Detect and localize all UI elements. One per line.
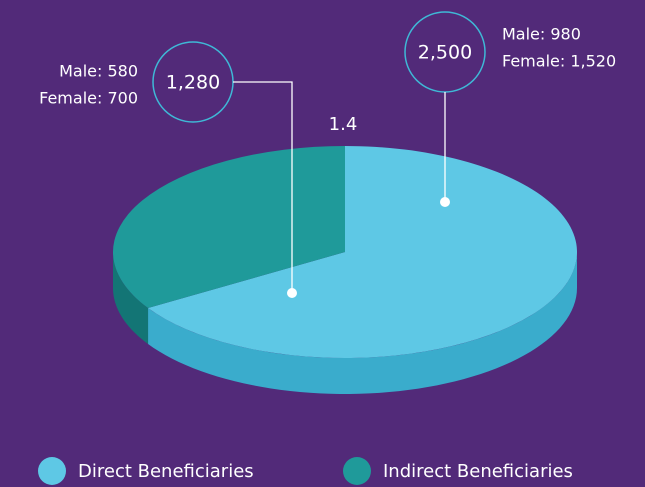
callout-dot bbox=[440, 197, 450, 207]
breakdown-label: Male: 580 bbox=[59, 62, 138, 81]
breakdown-label: Female: 700 bbox=[39, 89, 138, 108]
breakdown-label: Female: 1,520 bbox=[502, 52, 616, 71]
callout-dot bbox=[287, 288, 297, 298]
legend-label: Direct Beneficiaries bbox=[78, 461, 254, 482]
slice-side bbox=[148, 252, 577, 394]
value-label: 2,500 bbox=[418, 42, 472, 64]
legend-label: Indirect Beneficiaries bbox=[383, 461, 573, 482]
value-label: 1,280 bbox=[166, 72, 220, 94]
slice bbox=[148, 146, 578, 358]
annotation: 1.4 bbox=[329, 114, 358, 135]
slice-side bbox=[113, 252, 149, 345]
legend-swatch bbox=[343, 457, 371, 485]
legend-swatch bbox=[38, 457, 66, 485]
slice bbox=[113, 146, 345, 309]
callout-line bbox=[233, 81, 293, 293]
breakdown-label: Male: 980 bbox=[502, 25, 581, 44]
